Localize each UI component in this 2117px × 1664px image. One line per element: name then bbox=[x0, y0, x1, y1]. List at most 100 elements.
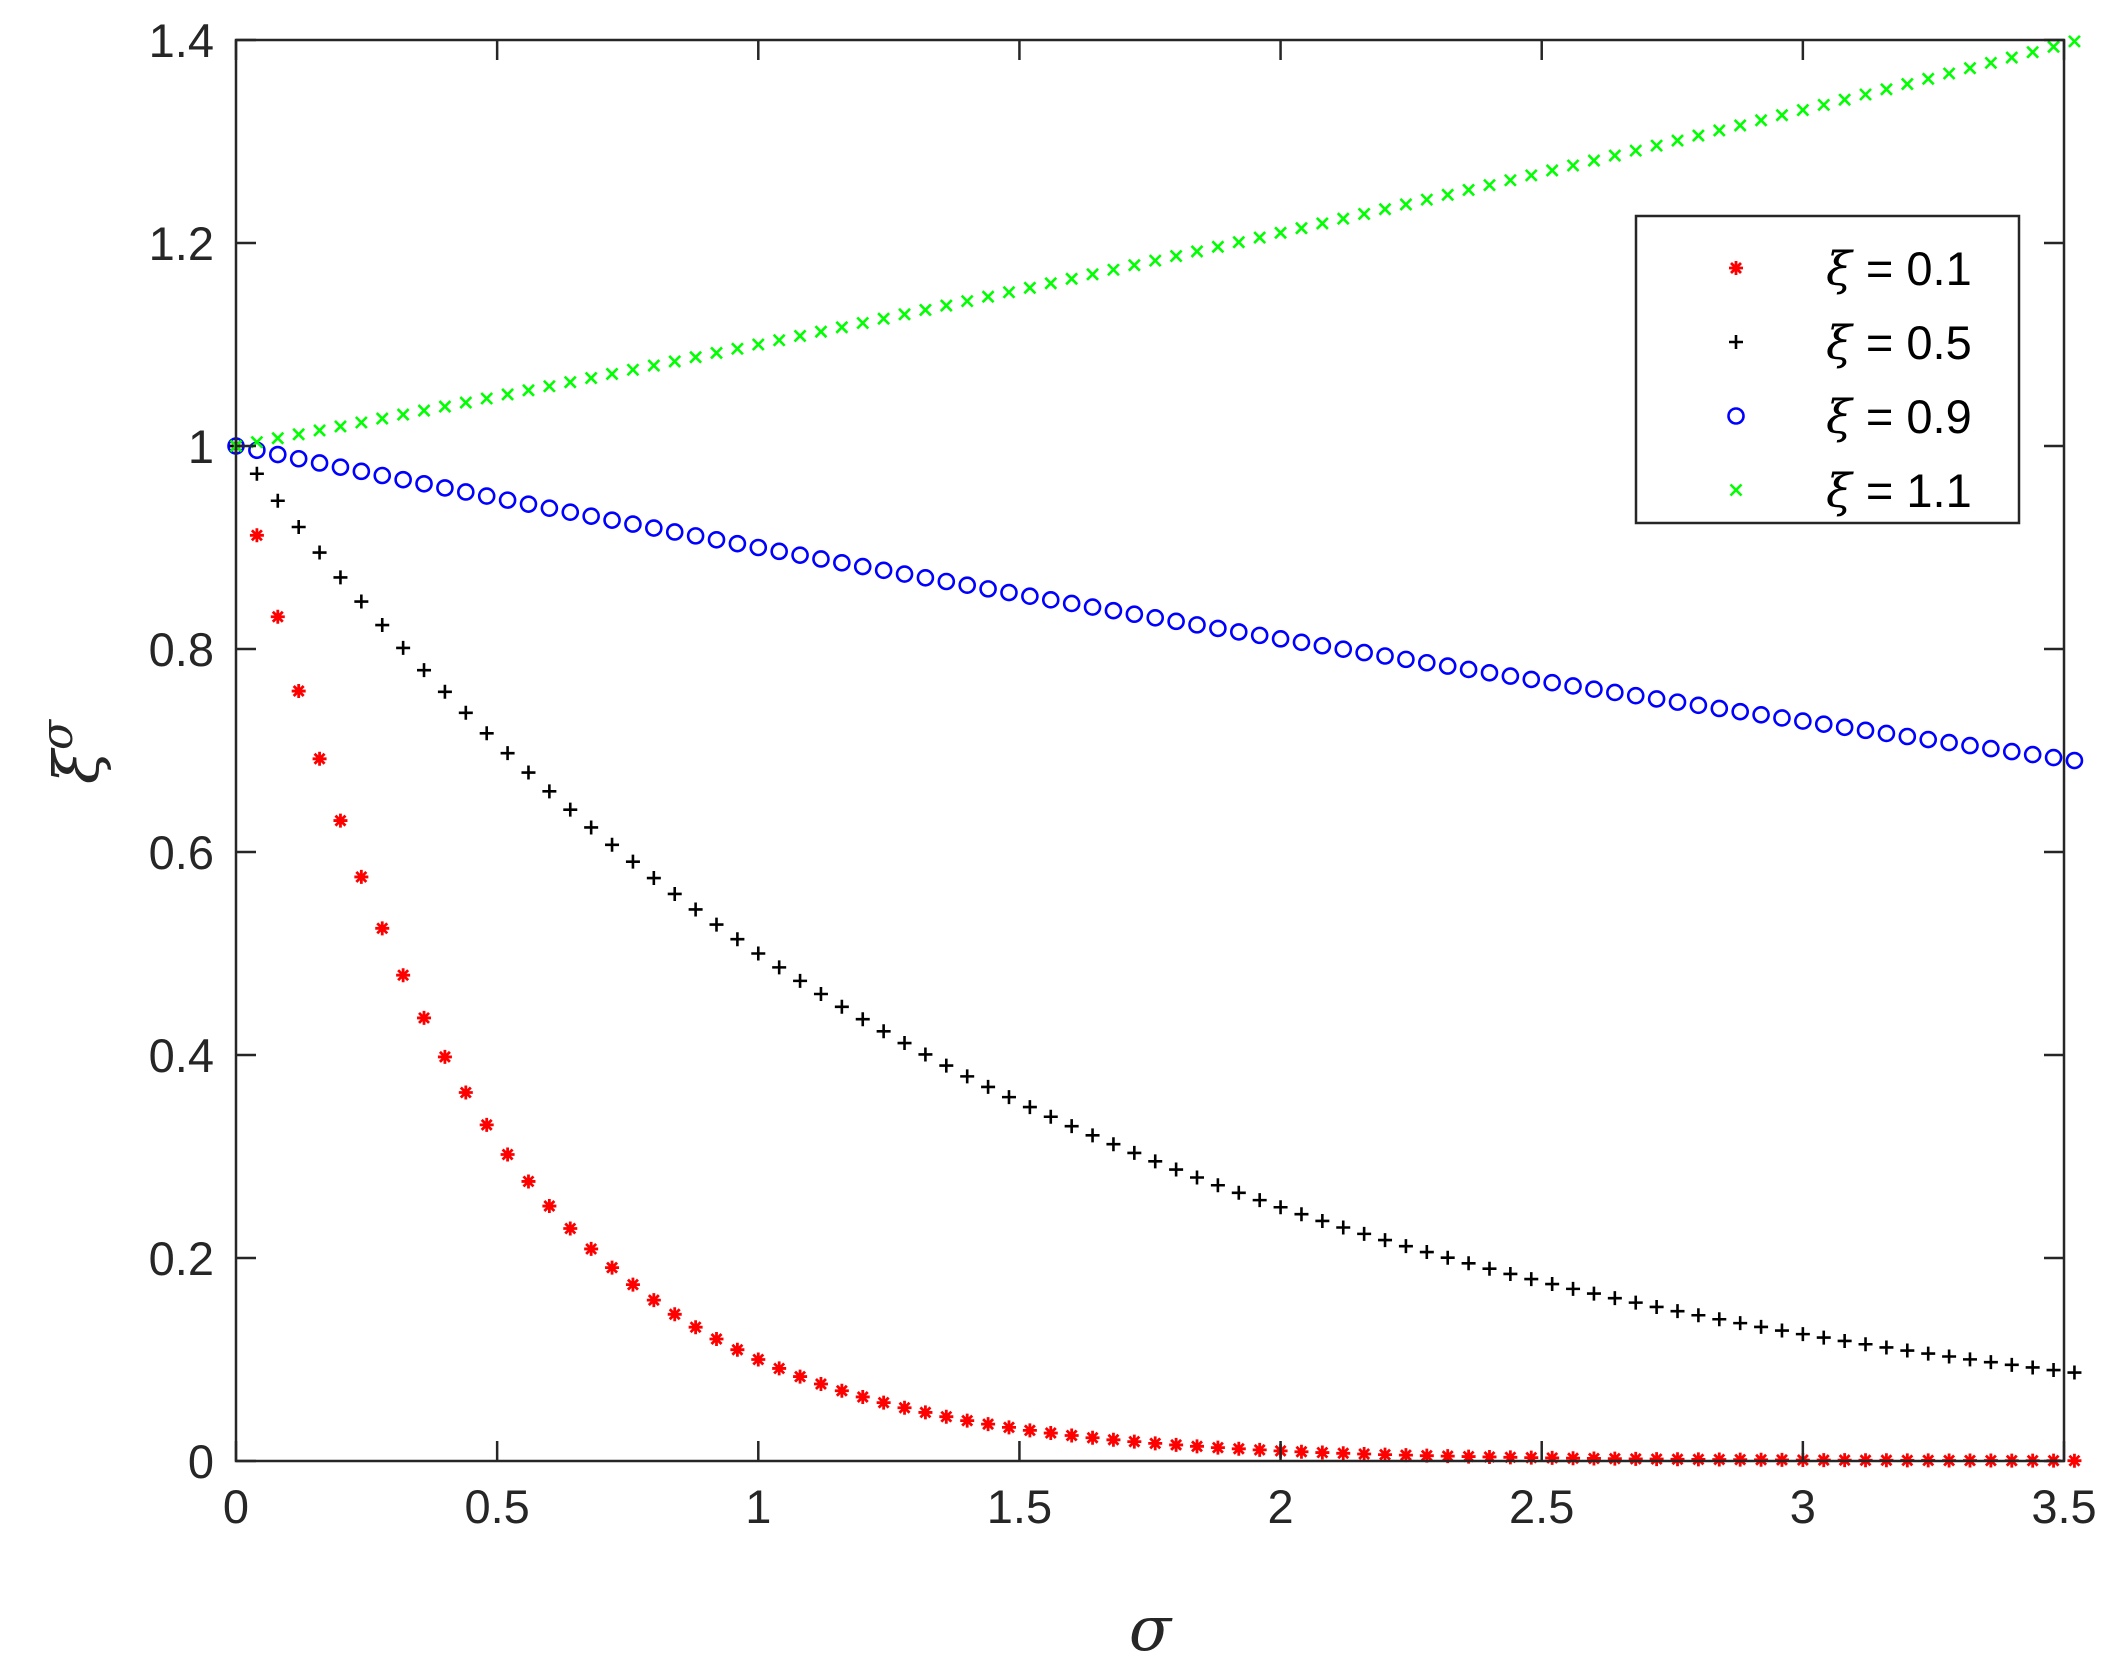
data-point bbox=[1545, 1277, 1560, 1292]
data-point bbox=[354, 594, 369, 609]
data-point bbox=[1626, 686, 1645, 705]
data-point bbox=[563, 802, 578, 817]
legend: ξ = 0.1ξ = 0.5ξ = 0.9ξ = 1.1 bbox=[1634, 214, 2021, 525]
data-point bbox=[1835, 718, 1854, 737]
y-tick-labels: 0 0.2 0.4 0.6 0.8 1 1.2 1.4 bbox=[149, 14, 214, 1488]
data-point bbox=[1586, 1286, 1601, 1301]
data-point bbox=[626, 363, 640, 377]
data-point bbox=[1357, 1446, 1372, 1461]
data-point bbox=[354, 416, 368, 429]
data-point bbox=[1794, 712, 1812, 730]
data-point bbox=[1000, 583, 1018, 602]
data-point bbox=[958, 576, 977, 594]
data-point bbox=[437, 684, 452, 699]
legend-label-value: = 0.9 bbox=[1866, 390, 1972, 443]
data-point bbox=[1628, 1295, 1643, 1310]
data-point bbox=[1125, 605, 1144, 624]
data-point bbox=[1503, 1266, 1518, 1281]
data-point bbox=[877, 312, 891, 326]
legend-label: ξ = 0.5 bbox=[1826, 316, 1972, 371]
data-point bbox=[853, 557, 872, 576]
data-point bbox=[271, 431, 285, 445]
data-point bbox=[249, 466, 264, 481]
data-point bbox=[1586, 1451, 1601, 1466]
data-point bbox=[1733, 1452, 1748, 1467]
data-point bbox=[2044, 748, 2063, 767]
data-point bbox=[1566, 1281, 1581, 1296]
data-point bbox=[1440, 1250, 1455, 1265]
data-point bbox=[960, 294, 974, 308]
data-point bbox=[686, 527, 705, 545]
data-point bbox=[1378, 202, 1392, 216]
data-point bbox=[1001, 1090, 1016, 1105]
data-point bbox=[707, 530, 726, 549]
data-point bbox=[751, 338, 765, 351]
data-point bbox=[1524, 1450, 1539, 1465]
data-point bbox=[1104, 601, 1123, 620]
data-point bbox=[1773, 709, 1791, 727]
data-point bbox=[667, 1307, 682, 1322]
data-point bbox=[1106, 1432, 1121, 1447]
data-point bbox=[1796, 103, 1810, 117]
data-point bbox=[1963, 61, 1977, 75]
data-point bbox=[793, 973, 808, 988]
data-point bbox=[1545, 1450, 1560, 1465]
data-point bbox=[2046, 1363, 2061, 1378]
data-point bbox=[1211, 240, 1225, 254]
data-point bbox=[605, 1260, 620, 1275]
data-point bbox=[1689, 696, 1708, 715]
data-point bbox=[1982, 739, 2000, 758]
data-point bbox=[542, 1199, 557, 1214]
data-point bbox=[394, 470, 412, 489]
data-point bbox=[1274, 226, 1287, 240]
data-point bbox=[1001, 1420, 1016, 1435]
data-point bbox=[876, 1395, 891, 1410]
data-point bbox=[979, 580, 997, 598]
data-point bbox=[1418, 653, 1436, 672]
data-point bbox=[1566, 1451, 1581, 1466]
data-point bbox=[584, 820, 599, 835]
data-point bbox=[1085, 1430, 1100, 1445]
data-point bbox=[1503, 1450, 1518, 1465]
data-point bbox=[1942, 67, 1956, 80]
data-point bbox=[1607, 1451, 1622, 1466]
data-point bbox=[2026, 45, 2040, 59]
data-point bbox=[1398, 1448, 1413, 1463]
data-point bbox=[1629, 144, 1643, 158]
data-point bbox=[689, 350, 703, 364]
data-point bbox=[1984, 56, 1998, 70]
data-point bbox=[354, 869, 369, 884]
data-point bbox=[1483, 178, 1496, 192]
data-point bbox=[916, 568, 935, 587]
data-point bbox=[772, 1361, 787, 1376]
data-point bbox=[334, 420, 347, 433]
data-point bbox=[1649, 1299, 1664, 1314]
data-point bbox=[501, 388, 515, 401]
data-point bbox=[1313, 636, 1332, 655]
data-point bbox=[1859, 88, 1872, 101]
data-point bbox=[498, 491, 517, 509]
data-point bbox=[1524, 1272, 1539, 1287]
data-point bbox=[1817, 98, 1831, 112]
data-point bbox=[458, 1085, 473, 1100]
data-point bbox=[563, 1221, 578, 1236]
data-point bbox=[1021, 587, 1039, 606]
data-point bbox=[1106, 1137, 1121, 1152]
y-tick-label: 0.8 bbox=[149, 623, 214, 676]
data-point bbox=[1461, 1449, 1476, 1464]
data-point bbox=[918, 1405, 933, 1420]
legend-label: ξ = 1.1 bbox=[1826, 464, 1972, 519]
data-point bbox=[1065, 272, 1079, 286]
y-tick-label: 1 bbox=[188, 420, 214, 473]
data-point bbox=[1315, 1445, 1330, 1460]
data-point bbox=[396, 640, 411, 655]
y-axis-label: ξσ bbox=[32, 718, 113, 784]
data-point bbox=[728, 534, 747, 553]
legend-label-value: = 0.1 bbox=[1866, 242, 1972, 295]
data-point bbox=[939, 1409, 954, 1424]
axis-ticks bbox=[234, 38, 2066, 1463]
data-point bbox=[1942, 1349, 1957, 1364]
x-tick-labels: 0 0.5 1 1.5 2 2.5 3 3.5 bbox=[223, 1480, 2097, 1533]
data-point bbox=[352, 462, 371, 481]
